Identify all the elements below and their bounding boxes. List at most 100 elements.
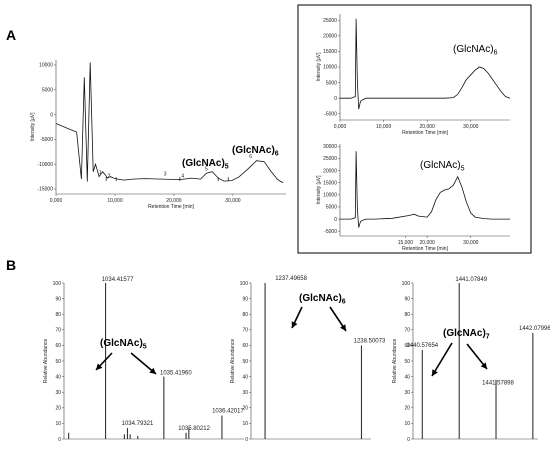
x-tick-label: 20,000 <box>420 240 436 246</box>
y-tick-label: 40 <box>404 374 410 380</box>
y-axis-title: Intensity [µV] <box>316 175 322 205</box>
x-tick-label: 0,000 <box>334 124 347 130</box>
x-axis-title: Retention Time [min] <box>148 204 194 210</box>
y-tick-label: 20 <box>242 406 248 412</box>
arrow-to-1034-head <box>96 363 103 370</box>
y-tick-label: 40 <box>242 374 248 380</box>
y-tick-label: 100 <box>53 281 62 287</box>
y-tick-label: 10 <box>55 421 61 427</box>
x-tick-label: 10,000 <box>107 198 123 204</box>
y-tick-label: 100 <box>402 281 411 287</box>
peak-marker-label: 1 <box>99 170 102 176</box>
label-glcnac6-ms-text: (GlcNAc) <box>299 293 342 304</box>
y-tick-label: 25000 <box>323 156 337 162</box>
peak-mz-label: 1035.41960 <box>160 371 192 377</box>
y-tick-label: 30000 <box>323 144 337 150</box>
x-tick-label: 30,000 <box>463 124 479 130</box>
label-glcnac7-ms-text: (GlcNAc) <box>443 328 486 339</box>
label-glcnac6-inset-text: (GlcNAc) <box>453 44 494 55</box>
peak-mz-label: 1034.79321 <box>122 421 154 427</box>
y-tick-label: 50 <box>242 359 248 365</box>
y-tick-label: 0 <box>50 112 53 118</box>
peak-mz-label: 1441.57898 <box>482 381 514 387</box>
y-tick-label: 70 <box>242 328 248 334</box>
y-tick-label: 20 <box>55 406 61 412</box>
x-tick-label: 30,000 <box>225 198 241 204</box>
peak-marker-label: 5 <box>205 167 208 173</box>
chromatogram-main: 10000 5000 0 -5000 -10000 -15000 0,000 10,000 20… <box>30 60 286 210</box>
y-tick-label: 100 <box>240 281 249 287</box>
arrow-to-1441-5-head <box>480 362 487 369</box>
label-glcnac6-inset: (GlcNAc)6 <box>453 44 498 57</box>
y-tick-label: 30 <box>55 390 61 396</box>
label-glcnac6: (GlcNAc)6 <box>232 145 279 158</box>
panel-letter-b: B <box>6 257 16 273</box>
y-tick-label: 50 <box>55 359 61 365</box>
y-tick-label: 90 <box>55 296 61 302</box>
label-glcnac5: (GlcNAc)5 <box>182 158 229 171</box>
y-tick-label: 80 <box>404 312 410 318</box>
label-glcnac6-ms-subscript: 6 <box>342 299 346 306</box>
y-tick-label: 15000 <box>323 49 337 55</box>
y-tick-label: 5000 <box>326 205 337 211</box>
label-glcnac6-text: (GlcNAc) <box>232 145 275 156</box>
label-glcnac5-subscript: 5 <box>225 164 229 171</box>
peak-mz-label: 1034.41577 <box>102 277 134 283</box>
y-tick-label: 0 <box>334 217 337 223</box>
y-tick-label: 60 <box>242 343 248 349</box>
y-axis-title: Intensity [µV] <box>316 52 322 82</box>
peak-mz-label: 1036.42017 <box>212 409 244 415</box>
peak-mz-label: 1035.80212 <box>178 426 210 432</box>
x-tick-label: 20,000 <box>166 198 182 204</box>
y-tick-label: 60 <box>404 343 410 349</box>
label-glcnac6-inset-subscript: 6 <box>494 50 498 57</box>
arrow-to-1035-head <box>149 367 156 374</box>
y-tick-label: 70 <box>404 328 410 334</box>
y-tick-label: 90 <box>242 296 248 302</box>
y-tick-label: 30 <box>404 390 410 396</box>
y-tick-label: 0 <box>245 437 248 443</box>
x-axis-title: Retention Time [min] <box>402 246 448 252</box>
peak-marker-label: 4 <box>181 174 184 180</box>
x-tick-label: 20,000 <box>420 124 436 130</box>
x-tick-label: 0,000 <box>50 198 63 204</box>
y-tick-label: 20000 <box>323 34 337 40</box>
label-glcnac5-inset-text: (GlcNAc) <box>420 160 461 171</box>
x-tick-label: 10,000 <box>376 124 392 130</box>
y-tick-label: 30 <box>242 390 248 396</box>
y-tick-label: 10000 <box>323 193 337 199</box>
y-tick-label: 80 <box>55 312 61 318</box>
y-tick-label: 20 <box>404 406 410 412</box>
label-glcnac5-ms: (GlcNAc)5 <box>100 338 147 351</box>
panel-letter-a: A <box>6 27 16 43</box>
label-glcnac6-ms: (GlcNAc)6 <box>299 293 346 306</box>
x-tick-label: 30,000 <box>463 240 479 246</box>
y-tick-label: 70 <box>55 328 61 334</box>
arrow-to-1237-head <box>291 321 298 328</box>
y-tick-label: 90 <box>404 296 410 302</box>
y-tick-label: 0 <box>58 437 61 443</box>
inset-frame <box>297 4 532 254</box>
peak-marker-label: 3 <box>164 172 167 178</box>
peak-mz-label: 1237.49658 <box>275 276 307 282</box>
y-tick-label: 25000 <box>323 18 337 24</box>
label-glcnac5-inset: (GlcNAc)5 <box>420 160 465 173</box>
y-tick-label: 40 <box>55 374 61 380</box>
peak-mz-label: 1441.07849 <box>455 277 487 283</box>
y-tick-label: 80 <box>242 312 248 318</box>
arrow-to-1238-head <box>340 324 346 331</box>
y-tick-label: 10 <box>404 421 410 427</box>
label-glcnac6-subscript: 6 <box>275 151 279 158</box>
label-glcnac5-ms-subscript: 5 <box>143 344 147 351</box>
y-tick-label: 50 <box>404 359 410 365</box>
label-glcnac5-text: (GlcNAc) <box>182 158 225 169</box>
y-tick-label: 0 <box>407 437 410 443</box>
arrow-to-1440-shaft <box>431 342 453 377</box>
y-tick-label: 10 <box>242 421 248 427</box>
chromatogram-glcnac5: 30000 25000 20000 15000 10000 5000 0 -5000 15,00… <box>316 144 510 252</box>
y-tick-label: 5000 <box>42 87 53 93</box>
